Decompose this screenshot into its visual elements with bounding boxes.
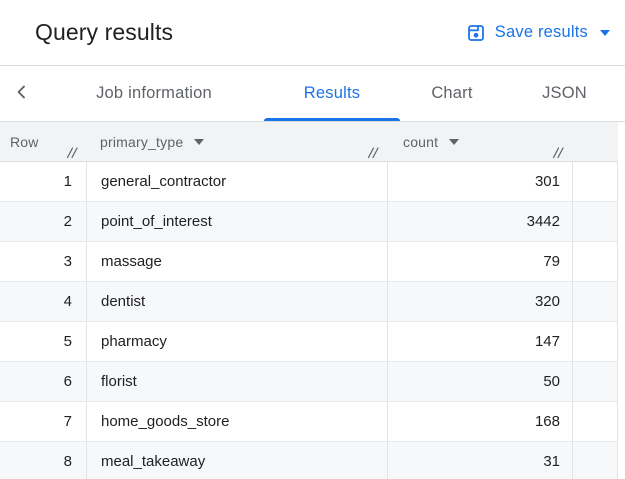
tab-bar: Job information Results Chart JSON (0, 66, 625, 122)
sort-menu-caret-icon[interactable] (449, 139, 460, 145)
table-body: 1 general_contractor 301 2 point_of_inte… (0, 162, 618, 479)
primary-type-cell: home_goods_store (86, 402, 387, 441)
primary-type-cell: general_contractor (86, 162, 387, 201)
table-row: 5 pharmacy 147 (0, 322, 618, 362)
row-number-cell: 2 (63, 213, 72, 230)
count-cell: 31 (387, 442, 572, 479)
table-header: Row primary_type count (0, 122, 618, 162)
primary-type-cell: point_of_interest (86, 202, 387, 241)
table-row: 6 florist 50 (0, 362, 618, 402)
column-label: primary_type (100, 134, 184, 150)
tab-label: JSON (542, 84, 587, 102)
scroll-tabs-left-button[interactable] (0, 66, 44, 121)
column-label: count (403, 134, 439, 150)
tab-results[interactable]: Results (264, 66, 400, 121)
column-resize-handle-icon[interactable] (66, 146, 79, 159)
filler-cell (572, 442, 618, 479)
table-row: 3 massage 79 (0, 242, 618, 282)
column-label: Row (10, 134, 39, 150)
tab-label: Chart (431, 84, 473, 102)
column-header-filler (572, 122, 618, 162)
tab-json[interactable]: JSON (504, 66, 625, 121)
primary-type-cell: florist (86, 362, 387, 401)
filler-cell (572, 282, 618, 321)
tab-label: Results (303, 84, 361, 102)
count-cell: 79 (387, 242, 572, 281)
column-resize-handle-icon[interactable] (552, 146, 565, 159)
count-cell: 3442 (387, 202, 572, 241)
save-icon (466, 23, 486, 43)
tab-label: Job information (96, 84, 212, 102)
filler-cell (572, 202, 618, 241)
row-number-cell: 6 (63, 373, 72, 390)
table-row: 4 dentist 320 (0, 282, 618, 322)
table-header-row: Row primary_type count (0, 122, 618, 162)
panel-header: Query results Save results (0, 0, 625, 66)
chevron-left-icon (13, 83, 31, 104)
page-title: Query results (35, 19, 174, 45)
save-dropdown-caret-icon (600, 29, 610, 36)
filler-cell (572, 242, 618, 281)
results-table: Row primary_type count (0, 122, 618, 479)
count-cell: 147 (387, 322, 572, 361)
filler-cell (572, 322, 618, 361)
save-results-label: Save results (494, 23, 588, 41)
count-cell: 301 (387, 162, 572, 201)
column-resize-handle-icon[interactable] (367, 146, 380, 159)
primary-type-cell: pharmacy (86, 322, 387, 361)
count-cell: 168 (387, 402, 572, 441)
filler-cell (572, 362, 618, 401)
primary-type-cell: dentist (86, 282, 387, 321)
primary-type-cell: meal_takeaway (86, 442, 387, 479)
column-header-primary-type[interactable]: primary_type (86, 122, 387, 162)
row-number-cell: 3 (63, 253, 72, 270)
filler-cell (572, 402, 618, 441)
active-tab-indicator (264, 118, 400, 121)
row-number-cell: 8 (63, 453, 72, 470)
count-cell: 320 (387, 282, 572, 321)
row-number-cell: 7 (63, 413, 72, 430)
column-header-row: Row (0, 122, 86, 162)
table-row: 1 general_contractor 301 (0, 162, 618, 202)
primary-type-cell: massage (86, 242, 387, 281)
filler-cell (572, 162, 618, 201)
tab-chart[interactable]: Chart (400, 66, 504, 121)
column-header-count[interactable]: count (387, 122, 572, 162)
tab-job-information[interactable]: Job information (44, 66, 264, 121)
row-number-cell: 5 (63, 333, 72, 350)
save-results-button[interactable]: Save results (466, 23, 610, 43)
table-row: 8 meal_takeaway 31 (0, 442, 618, 479)
count-cell: 50 (387, 362, 572, 401)
table-row: 2 point_of_interest 3442 (0, 202, 618, 242)
table-row: 7 home_goods_store 168 (0, 402, 618, 442)
row-number-cell: 1 (63, 173, 72, 190)
sort-menu-caret-icon[interactable] (194, 139, 205, 145)
row-number-cell: 4 (63, 293, 72, 310)
